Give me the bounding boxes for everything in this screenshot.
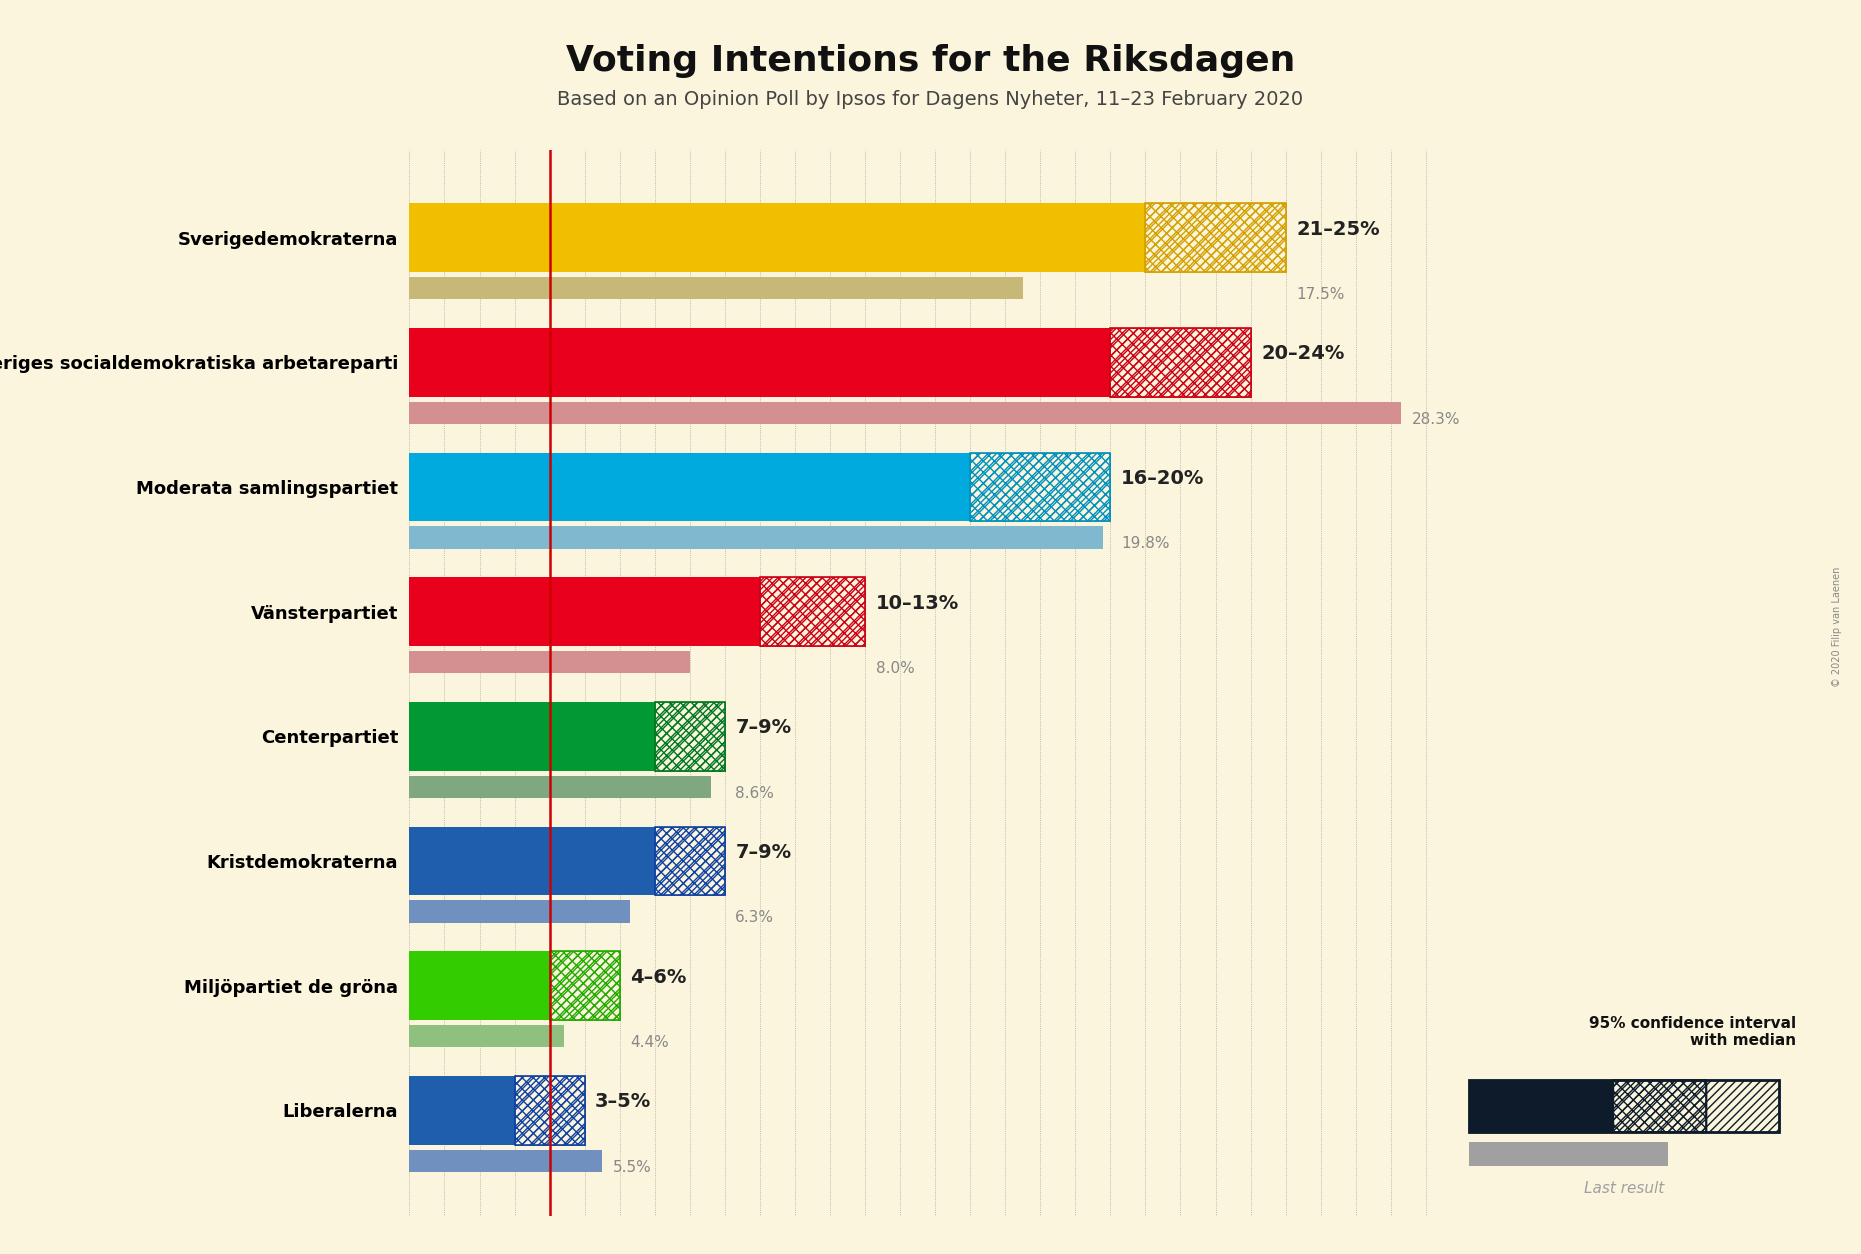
Text: Based on an Opinion Poll by Ipsos for Dagens Nyheter, 11–23 February 2020: Based on an Opinion Poll by Ipsos for Da…	[558, 90, 1303, 109]
Bar	[409, 702, 724, 771]
Bar	[409, 826, 724, 895]
Bar	[409, 527, 1104, 549]
Text: Voting Intentions for the Riksdagen: Voting Intentions for the Riksdagen	[566, 44, 1295, 78]
Bar	[409, 952, 620, 1020]
Bar	[409, 401, 1401, 424]
Bar	[514, 1076, 584, 1145]
Text: 19.8%: 19.8%	[1120, 537, 1169, 552]
Bar	[409, 651, 690, 673]
Bar	[1111, 329, 1251, 396]
Bar	[1145, 203, 1286, 272]
Text: 20–24%: 20–24%	[1262, 344, 1344, 364]
Bar	[409, 577, 865, 646]
Bar	[409, 776, 711, 798]
Bar	[1468, 1080, 1613, 1132]
Text: 4.4%: 4.4%	[631, 1035, 668, 1050]
Bar	[759, 577, 865, 646]
Text: 7–9%: 7–9%	[735, 843, 791, 861]
Bar	[970, 453, 1111, 522]
Text: Last result: Last result	[1584, 1181, 1664, 1196]
Bar	[409, 900, 631, 923]
Bar	[1111, 329, 1251, 396]
Text: 4–6%: 4–6%	[631, 968, 687, 987]
Bar	[655, 702, 724, 771]
Bar	[1468, 1141, 1669, 1166]
Bar	[1613, 1080, 1707, 1132]
Text: 16–20%: 16–20%	[1120, 469, 1204, 488]
Bar	[1707, 1080, 1779, 1132]
Text: 6.3%: 6.3%	[735, 910, 774, 925]
Text: 7–9%: 7–9%	[735, 719, 791, 737]
Text: 5.5%: 5.5%	[612, 1160, 651, 1175]
Bar	[655, 826, 724, 895]
Bar	[409, 203, 1286, 272]
Bar	[409, 1150, 603, 1172]
Bar	[549, 952, 620, 1020]
Text: 10–13%: 10–13%	[875, 593, 958, 612]
Bar	[1613, 1080, 1707, 1132]
Bar	[549, 952, 620, 1020]
Bar	[409, 1025, 564, 1047]
Bar	[1145, 203, 1286, 272]
Bar	[514, 1076, 584, 1145]
Bar	[409, 277, 1024, 300]
Bar	[655, 826, 724, 895]
Bar	[1468, 1080, 1779, 1132]
Bar	[970, 453, 1111, 522]
Text: 3–5%: 3–5%	[596, 1092, 651, 1111]
Bar	[655, 702, 724, 771]
Text: 28.3%: 28.3%	[1412, 411, 1461, 426]
Bar	[759, 577, 865, 646]
Bar	[409, 1076, 584, 1145]
Text: 95% confidence interval
with median: 95% confidence interval with median	[1589, 1016, 1796, 1048]
Text: 21–25%: 21–25%	[1295, 219, 1379, 238]
Text: © 2020 Filip van Laenen: © 2020 Filip van Laenen	[1831, 567, 1842, 687]
Text: 8.0%: 8.0%	[875, 661, 914, 676]
Text: 17.5%: 17.5%	[1295, 287, 1344, 302]
Bar	[409, 329, 1251, 396]
Bar	[409, 453, 1111, 522]
Text: 8.6%: 8.6%	[735, 786, 774, 800]
